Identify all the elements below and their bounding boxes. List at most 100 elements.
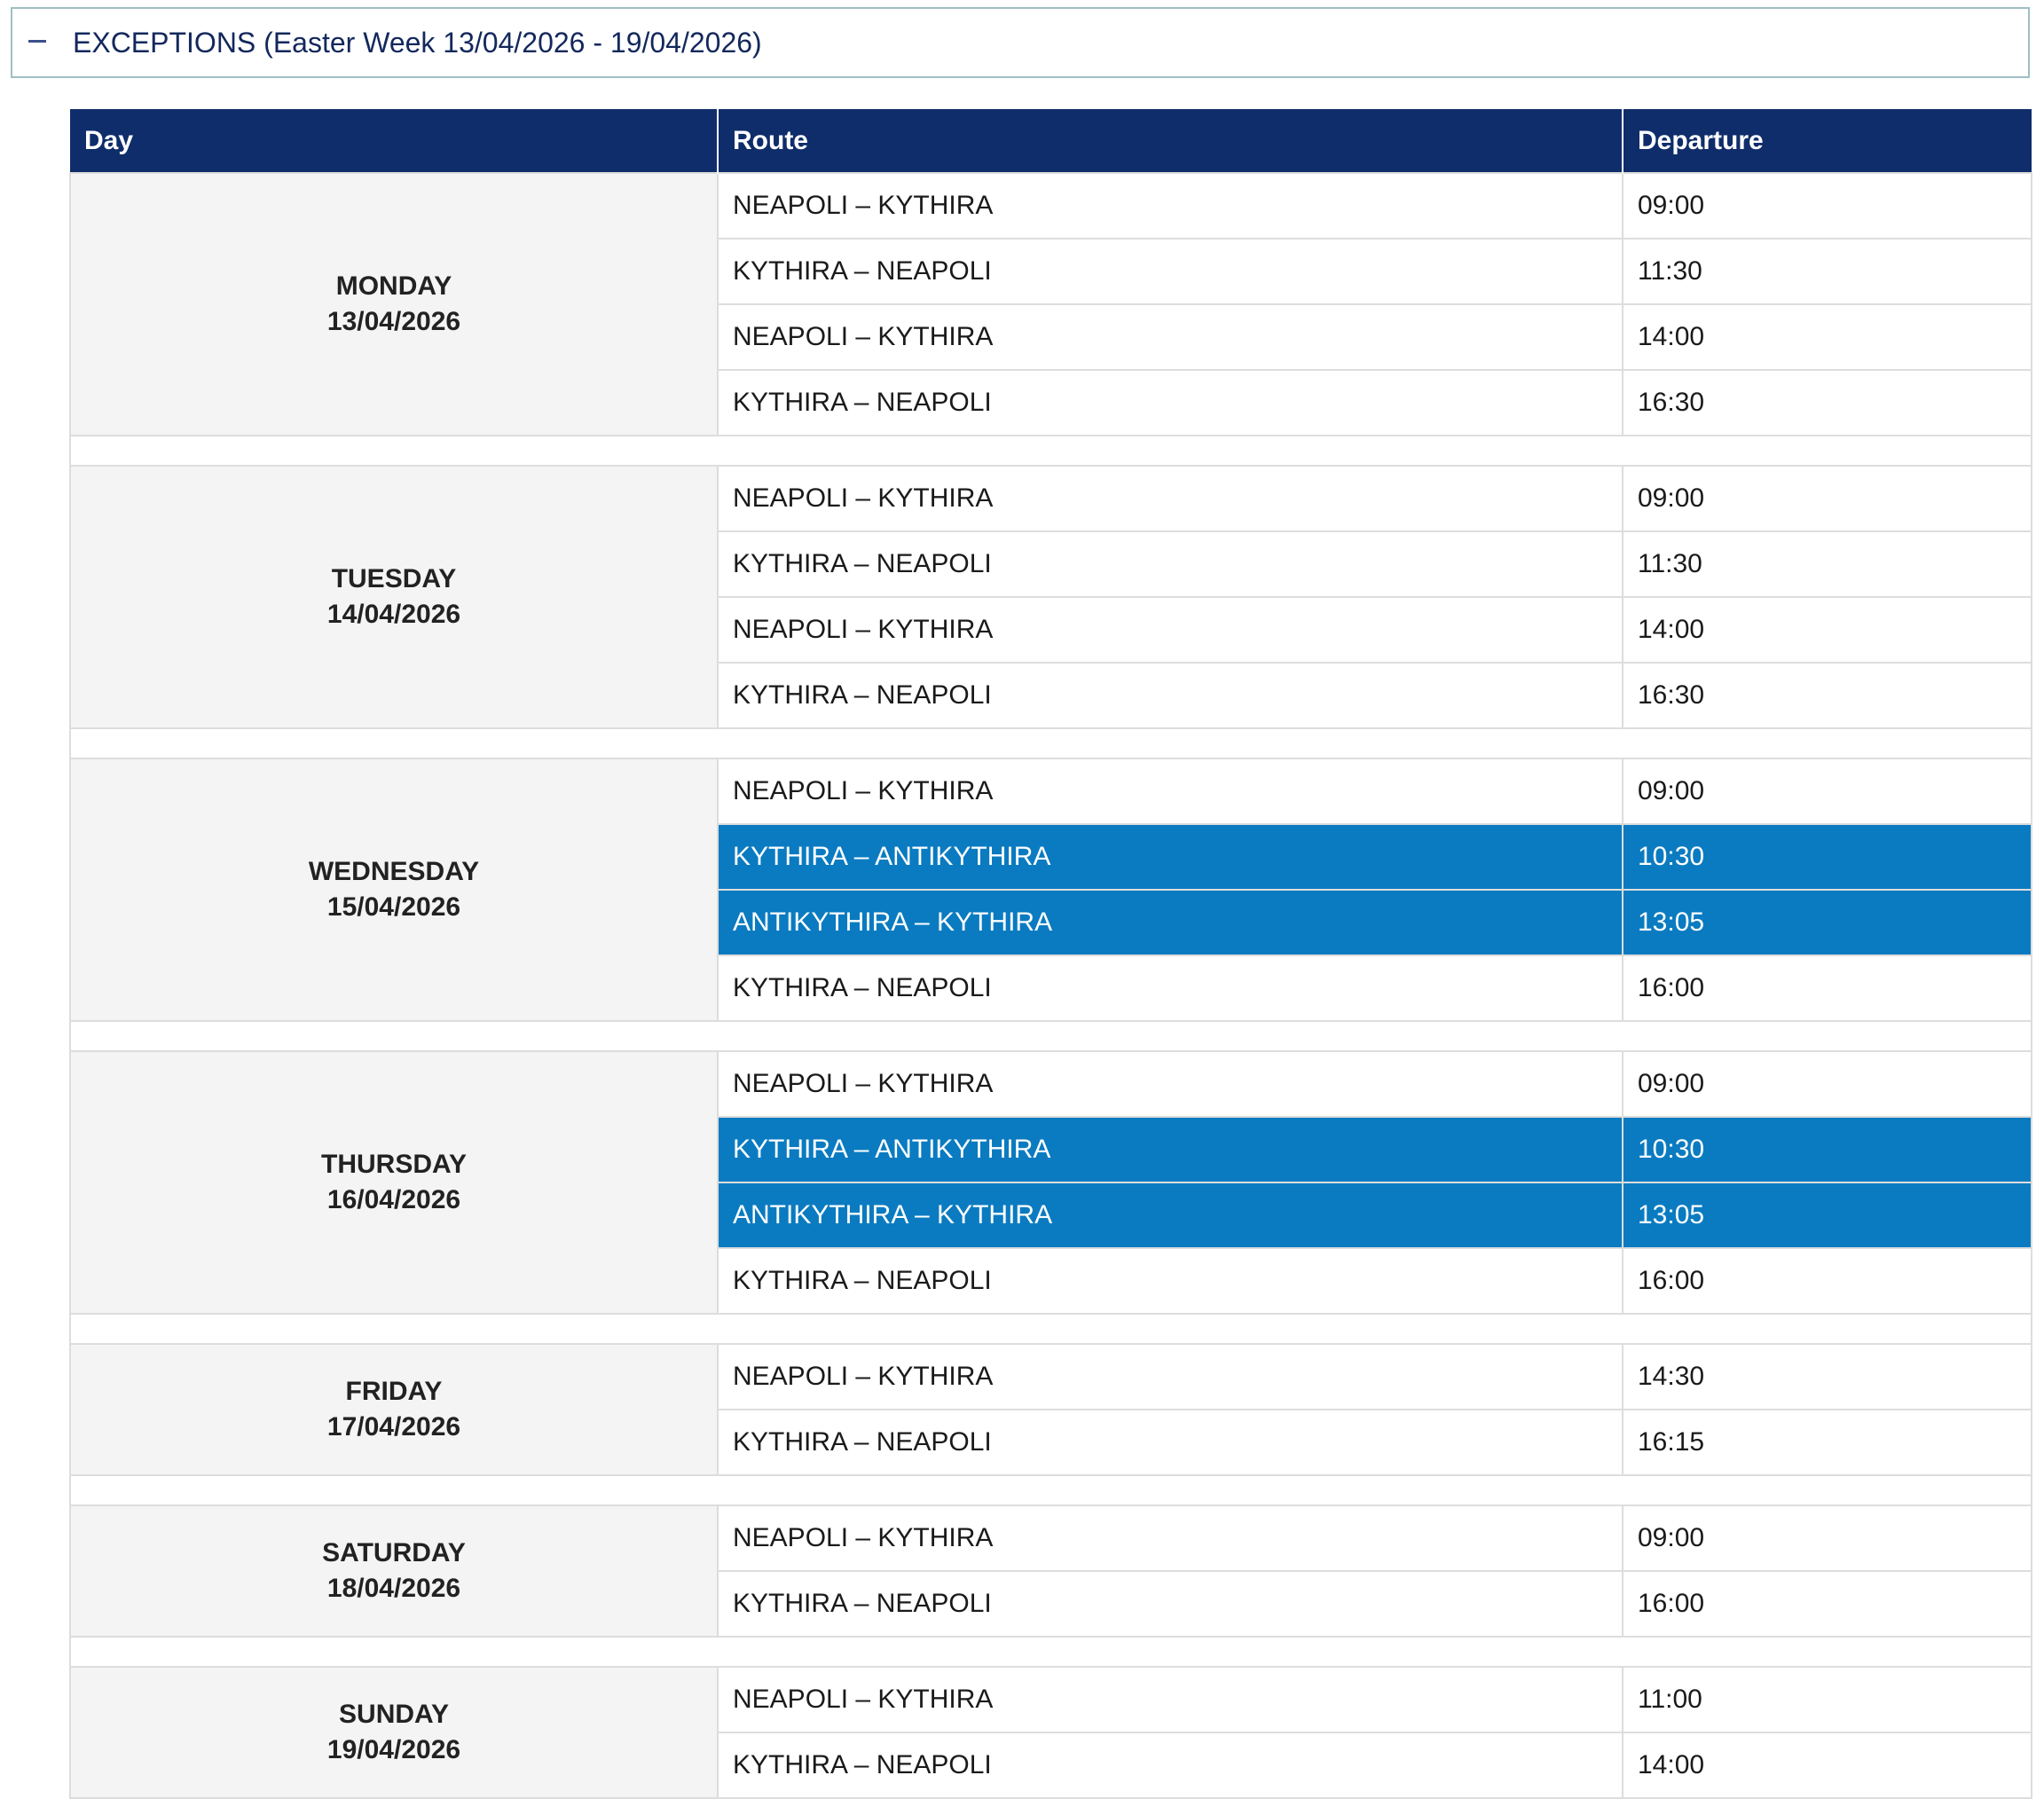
day-name: WEDNESDAY	[308, 857, 480, 886]
minus-icon[interactable]	[28, 39, 46, 43]
route-cell: NEAPOLI – KYTHIRA	[717, 1050, 1623, 1118]
day-name: THURSDAY	[321, 1150, 467, 1179]
schedule-table: Day Route Departure MONDAY 13/04/2026 NEAP…	[69, 109, 2032, 1799]
departure-cell: 09:00	[1622, 1050, 2032, 1118]
table-row: KYTHIRA – NEAPOLI 11:30	[70, 238, 2032, 305]
route-cell: ANTIKYTHIRA – KYTHIRA	[717, 889, 1623, 956]
day-cell: WEDNESDAY 15/04/2026	[69, 758, 719, 1022]
departure-cell: 16:30	[1622, 369, 2032, 436]
schedule-body: MONDAY 13/04/2026 NEAPOLI – KYTHIRA 09:00 KY…	[69, 172, 2032, 1799]
table-row: THURSDAY 16/04/2026 NEAPOLI – KYTHIRA 09:00	[69, 1050, 2032, 1315]
route-cell: KYTHIRA – NEAPOLI	[717, 1570, 1623, 1638]
day-date: 17/04/2026	[326, 1412, 461, 1442]
route-cell: NEAPOLI – KYTHIRA	[717, 465, 1623, 532]
table-row: KYTHIRA – ANTIKYTHIRA 10:30	[70, 823, 2032, 891]
day-name: SATURDAY	[322, 1538, 466, 1567]
accordion-title: EXCEPTIONS (Easter Week 13/04/2026 - 19/…	[73, 26, 762, 59]
table-row: KYTHIRA – NEAPOLI 16:00	[70, 1247, 2032, 1315]
day-cell: SUNDAY 19/04/2026	[69, 1666, 719, 1799]
table-row: SUNDAY 19/04/2026 NEAPOLI – KYTHIRA 11:00	[69, 1666, 2032, 1799]
day-group-spacer	[69, 1020, 2032, 1052]
day-group-spacer	[69, 727, 2032, 759]
day-date: 18/04/2026	[326, 1574, 461, 1603]
day-cell: FRIDAY 17/04/2026	[69, 1343, 719, 1476]
departure-cell: 09:00	[1622, 1504, 2032, 1572]
departure-cell: 10:30	[1622, 1116, 2032, 1183]
table-row: ANTIKYTHIRA – KYTHIRA 13:05	[70, 1182, 2032, 1249]
day-group-spacer	[69, 1636, 2032, 1668]
departure-cell: 11:30	[1622, 238, 2032, 305]
route-cell: KYTHIRA – NEAPOLI	[717, 369, 1623, 436]
departure-cell: 13:05	[1622, 889, 2032, 956]
table-row: ANTIKYTHIRA – KYTHIRA 13:05	[70, 889, 2032, 956]
day-name: TUESDAY	[331, 564, 457, 593]
day-name: MONDAY	[335, 271, 452, 301]
route-cell: NEAPOLI – KYTHIRA	[717, 1343, 1623, 1410]
day-name: FRIDAY	[345, 1377, 443, 1406]
day-date: 14/04/2026	[326, 600, 461, 629]
route-cell: ANTIKYTHIRA – KYTHIRA	[717, 1182, 1623, 1249]
spacer-cell	[69, 727, 2032, 759]
route-cell: KYTHIRA – NEAPOLI	[717, 954, 1623, 1022]
day-cell: SATURDAY 18/04/2026	[69, 1504, 719, 1638]
departure-cell: 13:05	[1622, 1182, 2032, 1249]
departure-cell: 09:00	[1622, 172, 2032, 240]
departure-cell: 16:00	[1622, 954, 2032, 1022]
table-row: KYTHIRA – NEAPOLI 16:15	[70, 1409, 2032, 1476]
table-header-row: Day Route Departure	[70, 109, 2032, 173]
route-cell: KYTHIRA – NEAPOLI	[717, 238, 1623, 305]
exceptions-accordion-header[interactable]: EXCEPTIONS (Easter Week 13/04/2026 - 19/…	[11, 7, 2030, 78]
day-date: 16/04/2026	[326, 1185, 461, 1214]
spacer-cell	[69, 1313, 2032, 1345]
departure-cell: 16:30	[1622, 662, 2032, 729]
route-cell: NEAPOLI – KYTHIRA	[717, 172, 1623, 240]
departure-cell: 14:30	[1622, 1343, 2032, 1410]
route-cell: NEAPOLI – KYTHIRA	[717, 303, 1623, 371]
day-date: 13/04/2026	[326, 307, 461, 336]
day-date: 19/04/2026	[326, 1735, 461, 1764]
table-row: KYTHIRA – NEAPOLI 16:00	[70, 1570, 2032, 1638]
route-cell: KYTHIRA – NEAPOLI	[717, 1409, 1623, 1476]
spacer-cell	[69, 435, 2032, 467]
day-cell: TUESDAY 14/04/2026	[69, 465, 719, 729]
route-cell: NEAPOLI – KYTHIRA	[717, 1666, 1623, 1733]
table-row: WEDNESDAY 15/04/2026 NEAPOLI – KYTHIRA 09:0…	[69, 758, 2032, 1022]
route-cell: KYTHIRA – NEAPOLI	[717, 662, 1623, 729]
departure-cell: 09:00	[1622, 758, 2032, 825]
table-row: FRIDAY 17/04/2026 NEAPOLI – KYTHIRA 14:30	[69, 1343, 2032, 1476]
header-departure: Departure	[1622, 109, 2032, 173]
header-day: Day	[70, 109, 718, 173]
departure-cell: 11:00	[1622, 1666, 2032, 1733]
departure-cell: 11:30	[1622, 530, 2032, 598]
route-cell: NEAPOLI – KYTHIRA	[717, 596, 1623, 664]
day-group-spacer	[69, 1474, 2032, 1506]
day-name: SUNDAY	[339, 1700, 449, 1729]
day-cell: THURSDAY 16/04/2026	[69, 1050, 719, 1315]
table-row: KYTHIRA – NEAPOLI 16:00	[70, 954, 2032, 1022]
route-cell: KYTHIRA – ANTIKYTHIRA	[717, 1116, 1623, 1183]
day-cell: MONDAY 13/04/2026	[69, 172, 719, 436]
day-group-spacer	[69, 1313, 2032, 1345]
departure-cell: 16:00	[1622, 1247, 2032, 1315]
table-row: MONDAY 13/04/2026 NEAPOLI – KYTHIRA 09:00	[69, 172, 2032, 436]
route-cell: KYTHIRA – NEAPOLI	[717, 1247, 1623, 1315]
table-row: SATURDAY 18/04/2026 NEAPOLI – KYTHIRA 09:00	[69, 1504, 2032, 1638]
route-cell: KYTHIRA – ANTIKYTHIRA	[717, 823, 1623, 891]
table-row: KYTHIRA – NEAPOLI 11:30	[70, 530, 2032, 598]
table-row: KYTHIRA – NEAPOLI 16:30	[70, 662, 2032, 729]
day-date: 15/04/2026	[326, 892, 461, 922]
spacer-cell	[69, 1636, 2032, 1668]
route-cell: NEAPOLI – KYTHIRA	[717, 1504, 1623, 1572]
table-row: TUESDAY 14/04/2026 NEAPOLI – KYTHIRA 09:00	[69, 465, 2032, 729]
spacer-cell	[69, 1474, 2032, 1506]
table-row: KYTHIRA – NEAPOLI 16:30	[70, 369, 2032, 436]
table-row: NEAPOLI – KYTHIRA 14:00	[70, 303, 2032, 371]
departure-cell: 14:00	[1622, 596, 2032, 664]
day-group-spacer	[69, 435, 2032, 467]
departure-cell: 16:15	[1622, 1409, 2032, 1476]
departure-cell: 16:00	[1622, 1570, 2032, 1638]
route-cell: KYTHIRA – NEAPOLI	[717, 1732, 1623, 1799]
table-row: KYTHIRA – ANTIKYTHIRA 10:30	[70, 1116, 2032, 1183]
spacer-cell	[69, 1020, 2032, 1052]
route-cell: KYTHIRA – NEAPOLI	[717, 530, 1623, 598]
